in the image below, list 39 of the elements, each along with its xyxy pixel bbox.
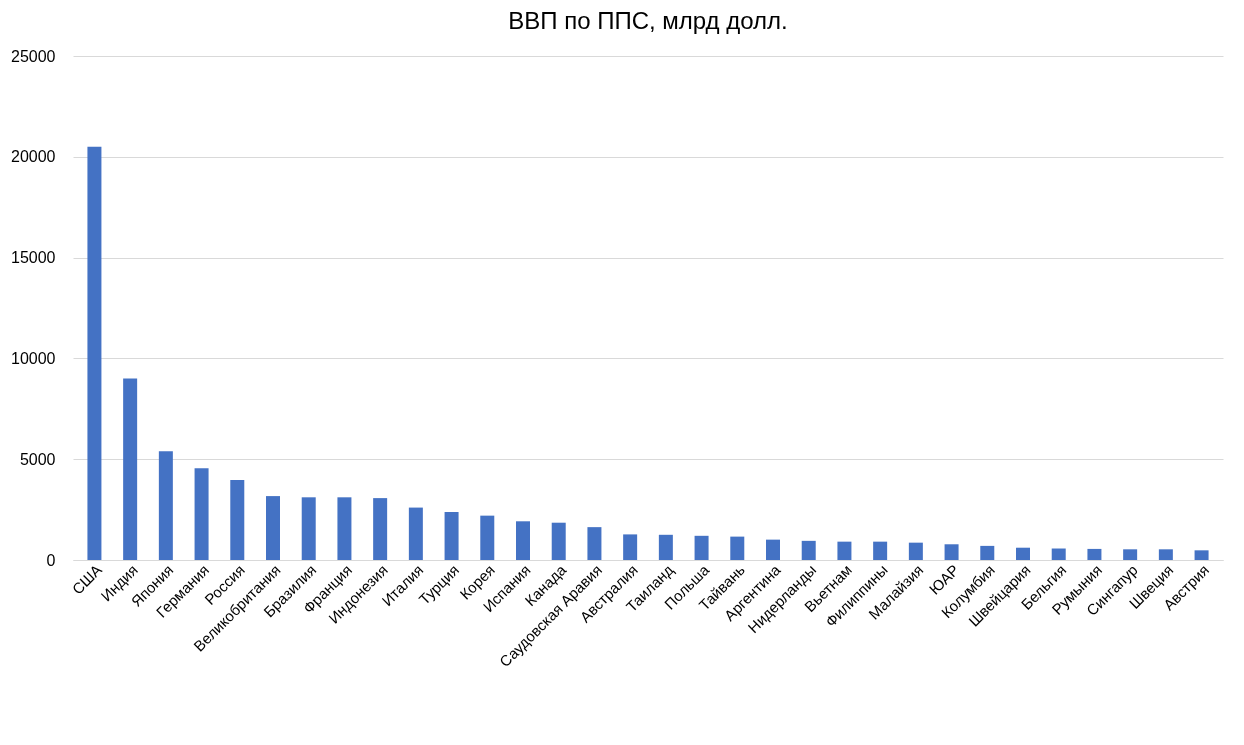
y-tick-label: 15000 [11, 249, 56, 267]
bar [444, 512, 459, 560]
bar [87, 146, 102, 560]
bar [551, 522, 566, 560]
bar [1158, 549, 1173, 560]
bar [1016, 547, 1030, 560]
bar [194, 468, 209, 560]
bar [266, 496, 280, 560]
bar [587, 527, 602, 560]
bar [301, 497, 316, 560]
bar [944, 544, 959, 560]
bar [873, 541, 888, 560]
y-tick-label: 0 [46, 551, 56, 569]
bar [230, 479, 245, 560]
bar [123, 378, 138, 560]
y-tick-label: 5000 [19, 450, 56, 468]
bar [408, 507, 423, 560]
bar [337, 497, 352, 560]
chart-title: ВВП по ППС, млрд долл. [508, 7, 788, 34]
y-tick-label: 10000 [11, 349, 56, 367]
bar [694, 535, 709, 560]
bar [801, 540, 816, 560]
bar [623, 534, 638, 560]
bar [766, 539, 780, 560]
bar [480, 515, 495, 560]
bar [1051, 548, 1066, 560]
bar [1123, 549, 1138, 560]
bar [516, 521, 530, 560]
bar [730, 536, 745, 560]
bar [158, 451, 173, 560]
bar [837, 541, 852, 560]
y-tick-label: 20000 [11, 148, 56, 166]
bar [1194, 550, 1209, 560]
bar [980, 545, 995, 560]
bar [908, 542, 923, 560]
y-tick-label: 25000 [11, 47, 56, 65]
bar [658, 534, 673, 560]
bar [1087, 548, 1102, 560]
bar [373, 498, 388, 560]
